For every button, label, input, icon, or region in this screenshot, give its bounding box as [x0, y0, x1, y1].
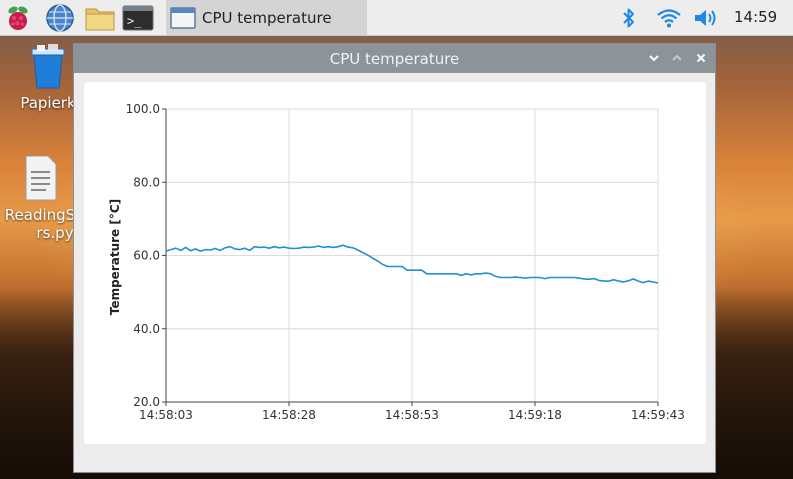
- x-tick-label: 14:59:18: [508, 408, 562, 422]
- y-tick-label: 100.0: [126, 102, 160, 116]
- window-title: CPU temperature: [329, 50, 460, 68]
- chevron-up-icon: [672, 54, 682, 61]
- file-manager-icon[interactable]: [84, 2, 116, 34]
- desktop-icon-label-line2: rs.py: [36, 224, 74, 242]
- y-axis-label: Temperature [°C]: [108, 199, 122, 315]
- y-tick-label: 60.0: [133, 249, 160, 263]
- volume-icon[interactable]: [692, 0, 720, 35]
- window-icon: [170, 6, 196, 29]
- x-tick-label: 14:58:03: [139, 408, 193, 422]
- text-file-icon: [25, 155, 57, 201]
- temperature-series-line: [165, 244, 659, 284]
- maximize-button[interactable]: [667, 48, 687, 68]
- trash-icon: [31, 44, 65, 89]
- cpu-temperature-window: CPU temperature 20.0 40.0 60.0 80.0 100.0 14…: [73, 43, 716, 473]
- wifi-icon[interactable]: [655, 0, 683, 35]
- window-titlebar[interactable]: CPU temperature: [74, 44, 715, 73]
- clock[interactable]: 14:59: [734, 8, 778, 26]
- taskbar: >_ CPU temperature 14:59: [0, 0, 793, 36]
- minimize-button[interactable]: [644, 48, 664, 68]
- temperature-line-chart: 20.0 40.0 60.0 80.0 100.0 14:58:03 14:58:28 14…: [108, 102, 685, 422]
- web-browser-icon[interactable]: [44, 2, 76, 34]
- close-icon: [696, 53, 706, 63]
- y-tick-label: 20.0: [133, 395, 160, 409]
- taskbar-window-button[interactable]: CPU temperature: [166, 0, 367, 35]
- y-tick-label: 40.0: [133, 322, 160, 336]
- desktop-icon-label: Papierk: [20, 94, 76, 112]
- desktop-icon-label-line1: ReadingS: [4, 206, 76, 224]
- y-tick-label: 80.0: [133, 175, 160, 189]
- x-tick-label: 14:58:28: [262, 408, 316, 422]
- bluetooth-icon[interactable]: [618, 0, 640, 35]
- chart-panel: 20.0 40.0 60.0 80.0 100.0 14:58:03 14:58:28 14…: [84, 82, 706, 444]
- desktop-icon-trash[interactable]: Papierk: [18, 44, 78, 112]
- svg-text:>_: >_: [127, 14, 142, 28]
- taskbar-window-label: CPU temperature: [202, 8, 332, 27]
- x-tick-label: 14:58:53: [385, 408, 439, 422]
- chevron-down-icon: [649, 55, 659, 62]
- desktop-icon-python-file[interactable]: ReadingS rs.py: [4, 154, 76, 242]
- close-button[interactable]: [691, 48, 711, 68]
- terminal-icon[interactable]: >_: [122, 2, 154, 34]
- x-tick-label: 14:59:43: [631, 408, 685, 422]
- raspberry-menu-icon[interactable]: [2, 2, 34, 34]
